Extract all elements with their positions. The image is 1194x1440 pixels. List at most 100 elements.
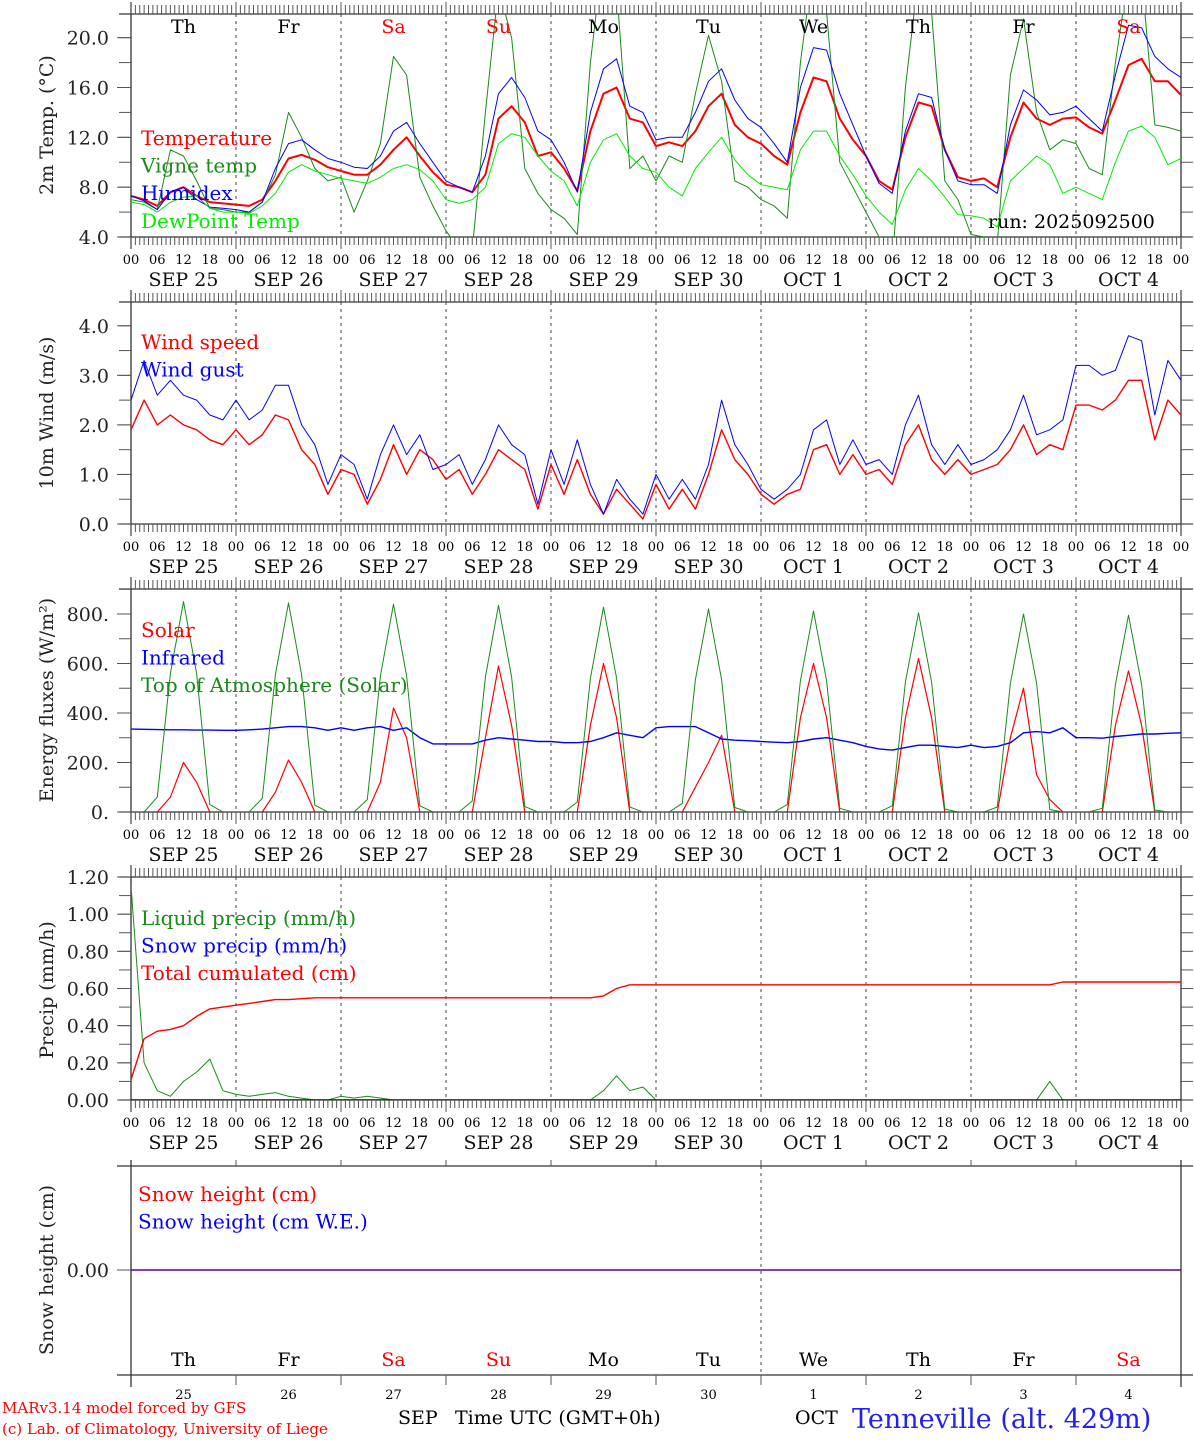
wind-panel: 00 06 12 18 00 06 12 18 00 06 12 18 00 06 12 18 00 06 12 18… — [36, 290, 1193, 578]
hour-label: 12 — [805, 540, 822, 555]
date-label: OCT 2 — [888, 1132, 949, 1154]
hour-label: 18 — [201, 1116, 218, 1131]
hour-label: 12 — [1120, 540, 1137, 555]
y-tick-label: 1.20 — [67, 867, 109, 889]
hour-label: 06 — [1094, 540, 1111, 555]
hour-label: 18 — [726, 1116, 743, 1131]
y-tick-label: 0.80 — [67, 941, 109, 963]
snow-panel: 0.00 Snow height (cm) Snow height (cm) Snow… — [36, 1160, 1193, 1403]
hour-label: 00 — [228, 540, 245, 555]
date-number-label: 26 — [280, 1388, 297, 1403]
hour-label: 12 — [595, 1116, 612, 1131]
legend-entry: Humidex — [141, 181, 233, 205]
hour-label: 12 — [700, 540, 717, 555]
weekday-label: Mo — [588, 1349, 619, 1371]
legend-entry: Wind speed — [141, 330, 259, 354]
hour-label: 12 — [910, 253, 927, 268]
hour-label: 06 — [989, 828, 1006, 843]
hour-label: 00 — [858, 1116, 875, 1131]
hour-label: 18 — [201, 828, 218, 843]
legend-entry: Wind gust — [141, 358, 244, 382]
hour-label: 18 — [936, 540, 953, 555]
hour-label: 06 — [779, 540, 796, 555]
hour-label: 00 — [753, 253, 770, 268]
hour-label: 18 — [1146, 828, 1163, 843]
hour-label: 18 — [411, 253, 428, 268]
hour-label: 00 — [543, 253, 560, 268]
date-number-label: 2 — [914, 1388, 922, 1403]
hour-label: 06 — [779, 828, 796, 843]
weekday-label: We — [799, 16, 828, 38]
legend-entry: Total cumulated (cm) — [141, 961, 357, 985]
y-tick-label: 800. — [67, 604, 109, 626]
hour-label: 06 — [989, 540, 1006, 555]
hour-label: 00 — [648, 253, 665, 268]
wind-y-axis-label: 10m Wind (m/s) — [36, 337, 58, 490]
hour-label: 06 — [569, 1116, 586, 1131]
hour-label: 06 — [884, 828, 901, 843]
hour-label: 06 — [569, 253, 586, 268]
hour-label: 12 — [595, 540, 612, 555]
hour-label: 18 — [201, 540, 218, 555]
date-number-label: 29 — [595, 1388, 612, 1403]
date-number-label: 28 — [490, 1388, 507, 1403]
series-line-humidex — [131, 24, 1181, 213]
hour-label: 18 — [516, 828, 533, 843]
hour-label: 12 — [805, 828, 822, 843]
hour-label: 00 — [333, 828, 350, 843]
weekday-label: Su — [486, 16, 511, 38]
hour-label: 12 — [1120, 828, 1137, 843]
date-label: SEP 28 — [464, 269, 534, 291]
date-label: SEP 30 — [674, 844, 744, 866]
hour-label: 12 — [1015, 540, 1032, 555]
hour-label: 18 — [1146, 540, 1163, 555]
hour-label: 00 — [753, 540, 770, 555]
date-label: OCT 3 — [993, 844, 1054, 866]
date-number-label: 30 — [700, 1388, 717, 1403]
date-label: OCT 2 — [888, 556, 949, 578]
weekday-label: Fr — [1012, 1349, 1035, 1371]
y-tick-label: 0.00 — [67, 1260, 109, 1282]
y-tick-label: 2.0 — [79, 415, 109, 437]
hour-label: 06 — [254, 1116, 271, 1131]
hour-label: 12 — [1015, 253, 1032, 268]
series-line-dewpoint-temp — [131, 125, 1181, 228]
hour-label: 18 — [306, 1116, 323, 1131]
hour-label: 18 — [621, 253, 638, 268]
hour-label: 06 — [1094, 828, 1111, 843]
date-label: SEP 30 — [674, 1132, 744, 1154]
hour-label: 18 — [1146, 1116, 1163, 1131]
date-label: SEP 29 — [569, 269, 639, 291]
temp-panel: 00 06 12 18 00 06 12 18 00 06 12 18 00 06 12 18 00 06 12 18… — [36, 2, 1193, 291]
hour-label: 18 — [516, 1116, 533, 1131]
precip-y-axis-label: Precip (mm/h) — [36, 921, 58, 1059]
hour-label: 12 — [1120, 1116, 1137, 1131]
date-label: SEP 26 — [254, 1132, 324, 1154]
date-label: SEP 27 — [359, 269, 429, 291]
hour-label: 00 — [123, 1116, 140, 1131]
hour-label: 18 — [411, 1116, 428, 1131]
legend-entry: Solar — [141, 618, 195, 642]
hour-label: 18 — [1041, 1116, 1058, 1131]
series-line-total-cumulated-cm- — [131, 981, 1181, 1080]
date-label: OCT 2 — [888, 269, 949, 291]
hour-label: 18 — [831, 253, 848, 268]
hour-label: 00 — [963, 1116, 980, 1131]
hour-label: 12 — [490, 828, 507, 843]
y-tick-label: 8.0 — [79, 177, 109, 199]
hour-label: 06 — [464, 828, 481, 843]
hour-label: 12 — [280, 540, 297, 555]
hour-label: 00 — [438, 1116, 455, 1131]
hour-label: 12 — [805, 1116, 822, 1131]
hour-label: 00 — [333, 540, 350, 555]
hour-label: 06 — [1094, 1116, 1111, 1131]
date-label: OCT 3 — [993, 556, 1054, 578]
hour-label: 18 — [516, 253, 533, 268]
hour-label: 12 — [385, 540, 402, 555]
hour-label: 06 — [989, 253, 1006, 268]
date-label: SEP 26 — [254, 556, 324, 578]
legend-entry: Infrared — [141, 646, 225, 670]
hour-label: 12 — [175, 253, 192, 268]
hour-label: 00 — [858, 828, 875, 843]
date-label: SEP 28 — [464, 556, 534, 578]
